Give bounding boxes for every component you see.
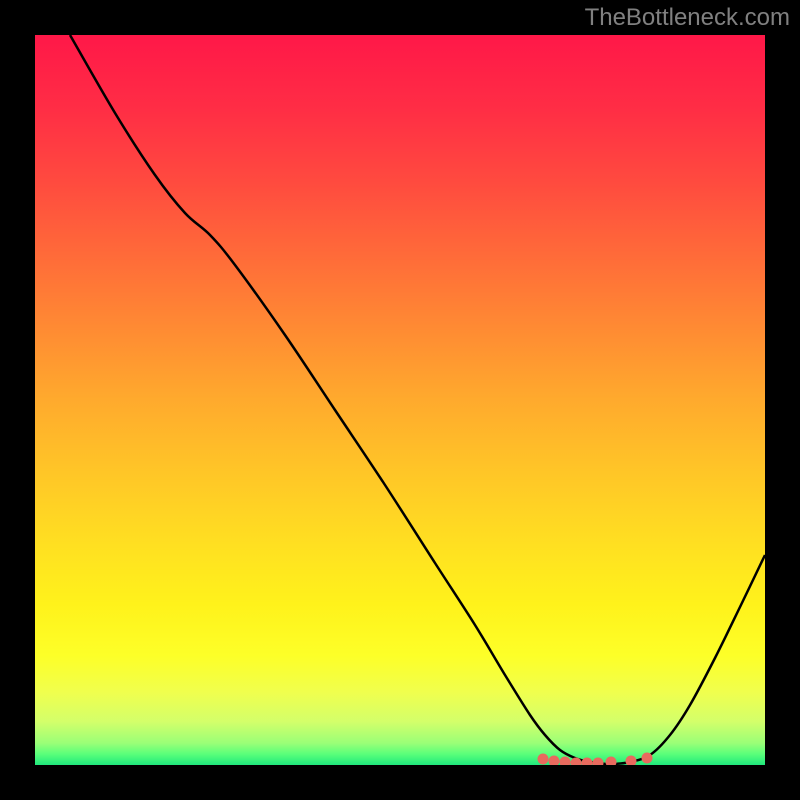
curve-overlay [35,35,765,765]
marker-point [549,756,560,766]
plot-area [35,35,765,765]
marker-point [626,756,637,766]
data-markers [538,753,653,766]
marker-point [560,757,571,766]
bottleneck-curve [70,35,765,764]
marker-point [642,753,653,764]
marker-point [538,754,549,765]
watermark-text: TheBottleneck.com [585,4,790,32]
marker-point [593,758,604,766]
marker-point [582,758,593,766]
marker-point [606,757,617,766]
